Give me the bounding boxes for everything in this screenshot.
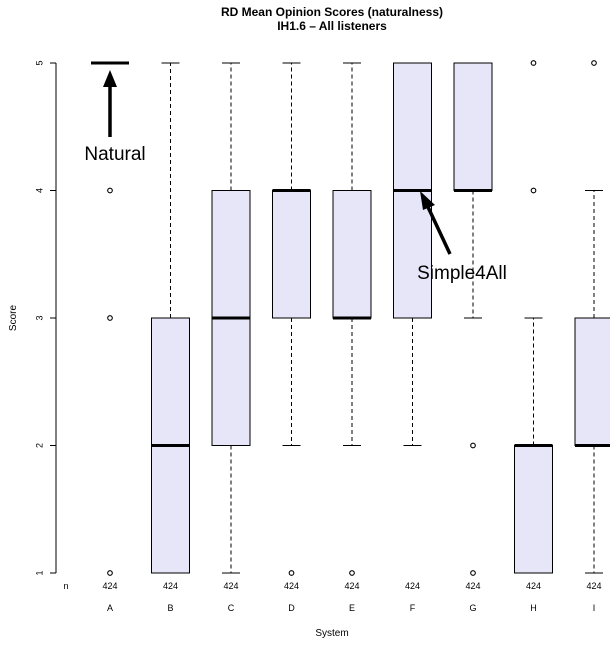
y-axis-label: Score <box>8 305 19 332</box>
x-tick-label-c: C <box>228 603 235 613</box>
y-tick-label: 2 <box>34 443 44 448</box>
box-i-n-count: 424 <box>586 581 601 591</box>
box-a-n-count: 424 <box>102 581 117 591</box>
y-tick-label: 3 <box>34 315 44 320</box>
box-h-outlier <box>530 60 537 66</box>
box-i-outlier <box>591 60 597 66</box>
simple4all-annotation: Simple4All <box>417 263 507 284</box>
n-label: n <box>63 581 68 591</box>
box-e-n-count: 424 <box>344 581 359 591</box>
y-tick-label: 1 <box>34 570 44 575</box>
chart-subtitle: IH1.6 – All listeners <box>277 19 387 33</box>
x-axis-label: System <box>315 628 348 639</box>
box-g-n-count: 424 <box>465 581 480 591</box>
x-tick-label-h: H <box>530 603 537 613</box>
box-g-outlier <box>470 570 476 576</box>
box-h-n-count: 424 <box>526 581 541 591</box>
x-tick-label-b: B <box>167 603 173 613</box>
x-tick-label-g: G <box>469 603 476 613</box>
box-e-iqr <box>332 190 372 319</box>
x-tick-label-f: F <box>410 603 416 613</box>
box-d-outlier <box>288 570 295 576</box>
box-b-n-count: 424 <box>163 581 178 591</box>
x-tick-label-e: E <box>349 603 355 613</box>
y-tick-label: 5 <box>34 60 44 65</box>
box-a-outlier <box>107 315 113 321</box>
natural-arrow-head <box>103 70 117 87</box>
box-f-n-count: 424 <box>405 581 420 591</box>
x-tick-label-i: I <box>593 603 596 613</box>
box-g-iqr <box>453 62 493 191</box>
x-tick-label-d: D <box>288 603 295 613</box>
box-a-outlier <box>107 187 113 194</box>
chart-title: RD Mean Opinion Scores (naturalness) <box>221 5 443 19</box>
x-tick-label-a: A <box>107 603 113 613</box>
box-h-iqr <box>514 445 553 574</box>
box-h-outlier <box>530 187 537 194</box>
box-e-outlier <box>349 570 355 576</box>
natural-annotation: Natural <box>84 144 145 165</box>
box-d-n-count: 424 <box>284 581 299 591</box>
box-c-n-count: 424 <box>223 581 238 591</box>
box-d-iqr <box>272 190 311 319</box>
box-a-outlier <box>107 570 113 576</box>
simple4all-arrow-head <box>420 191 435 210</box>
box-g-outlier <box>470 442 476 449</box>
box-i-iqr <box>574 317 610 446</box>
simple4all-arrow-shaft <box>426 206 452 255</box>
plot-area: 1 2 3 4 5 424 A 424 B 424 C 424 D 424 E 424 F 424 G 424 H 424… <box>34 60 610 613</box>
y-tick-label: 4 <box>34 188 44 193</box>
